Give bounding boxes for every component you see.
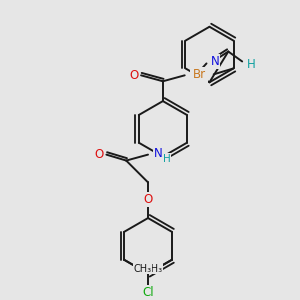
Text: Cl: Cl [142, 286, 154, 299]
Text: CH₃: CH₃ [134, 264, 152, 274]
Text: Br: Br [193, 68, 206, 81]
Text: N: N [190, 68, 200, 81]
Text: CH₃: CH₃ [144, 264, 163, 274]
Text: H: H [247, 58, 256, 71]
Text: N: N [154, 147, 163, 160]
Text: O: O [130, 69, 139, 82]
Text: O: O [95, 148, 104, 161]
Text: N: N [211, 55, 219, 68]
Text: O: O [143, 193, 153, 206]
Text: H: H [200, 74, 207, 84]
Text: H: H [163, 154, 171, 164]
